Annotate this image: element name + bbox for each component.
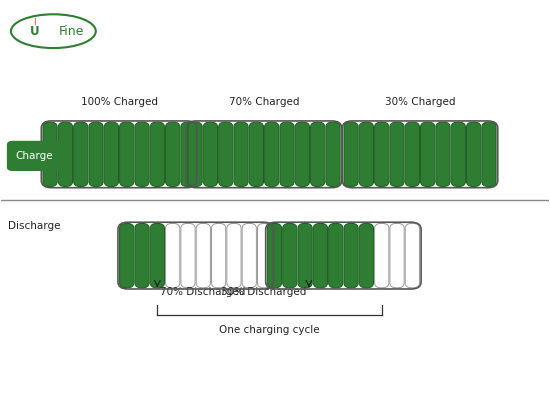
FancyBboxPatch shape bbox=[104, 122, 118, 186]
Text: 100% Charged: 100% Charged bbox=[80, 97, 157, 107]
FancyBboxPatch shape bbox=[204, 122, 218, 186]
FancyBboxPatch shape bbox=[405, 224, 420, 288]
FancyBboxPatch shape bbox=[219, 122, 233, 186]
FancyBboxPatch shape bbox=[74, 122, 88, 186]
FancyBboxPatch shape bbox=[390, 224, 404, 288]
FancyBboxPatch shape bbox=[405, 122, 420, 186]
FancyBboxPatch shape bbox=[390, 122, 404, 186]
Text: 70% Charged: 70% Charged bbox=[229, 97, 299, 107]
FancyBboxPatch shape bbox=[135, 224, 149, 288]
FancyBboxPatch shape bbox=[326, 122, 340, 186]
FancyBboxPatch shape bbox=[466, 122, 481, 186]
FancyBboxPatch shape bbox=[283, 224, 297, 288]
FancyBboxPatch shape bbox=[314, 224, 328, 288]
FancyBboxPatch shape bbox=[166, 122, 180, 186]
FancyBboxPatch shape bbox=[119, 224, 134, 288]
FancyBboxPatch shape bbox=[181, 224, 195, 288]
FancyBboxPatch shape bbox=[344, 224, 358, 288]
FancyBboxPatch shape bbox=[227, 224, 241, 288]
FancyBboxPatch shape bbox=[119, 122, 134, 186]
FancyBboxPatch shape bbox=[43, 122, 57, 186]
FancyBboxPatch shape bbox=[89, 122, 103, 186]
FancyBboxPatch shape bbox=[150, 122, 164, 186]
FancyBboxPatch shape bbox=[267, 224, 282, 288]
FancyBboxPatch shape bbox=[196, 224, 211, 288]
FancyBboxPatch shape bbox=[150, 224, 164, 288]
FancyBboxPatch shape bbox=[58, 122, 73, 186]
Text: 30% Charged: 30% Charged bbox=[385, 97, 455, 107]
FancyBboxPatch shape bbox=[234, 122, 248, 186]
FancyBboxPatch shape bbox=[280, 122, 294, 186]
Text: 30% Discharged: 30% Discharged bbox=[221, 287, 306, 297]
Text: Charge: Charge bbox=[15, 151, 53, 161]
FancyBboxPatch shape bbox=[257, 224, 272, 288]
FancyBboxPatch shape bbox=[421, 122, 435, 186]
FancyBboxPatch shape bbox=[375, 122, 389, 186]
FancyBboxPatch shape bbox=[295, 122, 310, 186]
FancyBboxPatch shape bbox=[188, 122, 202, 186]
Text: 70% Discharged: 70% Discharged bbox=[160, 287, 245, 297]
FancyBboxPatch shape bbox=[359, 224, 373, 288]
FancyBboxPatch shape bbox=[482, 122, 496, 186]
FancyBboxPatch shape bbox=[344, 122, 358, 186]
Text: One charging cycle: One charging cycle bbox=[219, 325, 320, 335]
FancyBboxPatch shape bbox=[375, 224, 389, 288]
FancyBboxPatch shape bbox=[311, 122, 325, 186]
FancyBboxPatch shape bbox=[181, 122, 195, 186]
FancyBboxPatch shape bbox=[359, 122, 373, 186]
FancyBboxPatch shape bbox=[135, 122, 149, 186]
Text: Discharge: Discharge bbox=[8, 221, 61, 231]
FancyBboxPatch shape bbox=[7, 141, 61, 171]
FancyBboxPatch shape bbox=[265, 122, 279, 186]
FancyBboxPatch shape bbox=[329, 224, 343, 288]
FancyBboxPatch shape bbox=[436, 122, 450, 186]
FancyBboxPatch shape bbox=[451, 122, 465, 186]
FancyBboxPatch shape bbox=[212, 224, 225, 288]
FancyBboxPatch shape bbox=[249, 122, 263, 186]
Text: U: U bbox=[29, 25, 39, 38]
Text: Fine: Fine bbox=[59, 25, 84, 38]
FancyBboxPatch shape bbox=[242, 224, 256, 288]
FancyBboxPatch shape bbox=[166, 224, 180, 288]
Text: |: | bbox=[33, 18, 35, 25]
FancyBboxPatch shape bbox=[298, 224, 312, 288]
